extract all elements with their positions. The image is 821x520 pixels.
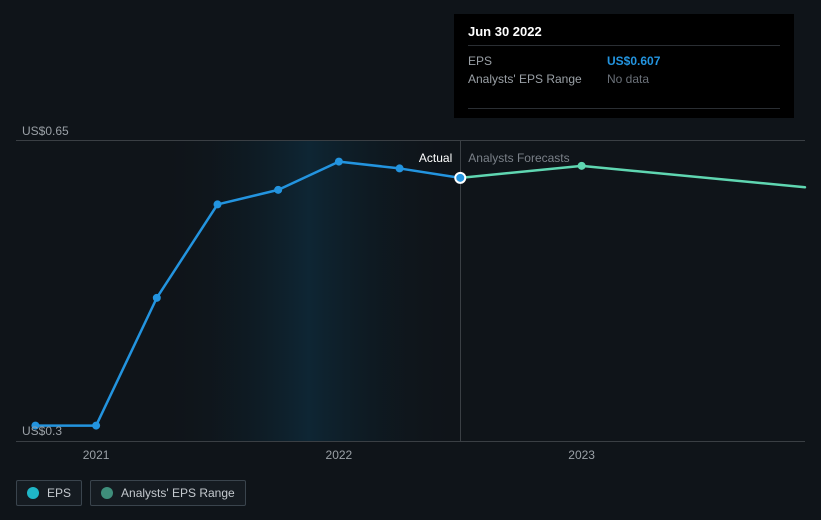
- y-axis-label-top: US$0.65: [22, 124, 69, 138]
- legend-item-eps[interactable]: EPS: [16, 480, 82, 506]
- tooltip-row-range: Analysts' EPS Range No data: [468, 70, 780, 88]
- tooltip-value: No data: [607, 72, 649, 86]
- tooltip-title: Jun 30 2022: [468, 24, 780, 46]
- x-axis-tick: 2021: [83, 448, 110, 462]
- tooltip-key: Analysts' EPS Range: [468, 72, 593, 86]
- eps-chart: US$0.65 Actual Analysts Forecasts US$0.3…: [0, 0, 821, 520]
- legend-label: EPS: [47, 486, 71, 500]
- y-axis-label-bottom: US$0.3: [22, 424, 62, 438]
- legend-label: Analysts' EPS Range: [121, 486, 235, 500]
- tooltip-row-eps: EPS US$0.607: [468, 52, 780, 70]
- tooltip-key: EPS: [468, 54, 593, 68]
- legend-swatch-icon: [101, 487, 113, 499]
- x-axis-tick: 2022: [326, 448, 353, 462]
- legend-swatch-icon: [27, 487, 39, 499]
- tooltip-value: US$0.607: [607, 54, 660, 68]
- plot-area: Actual Analysts Forecasts: [16, 140, 805, 442]
- chart-legend: EPS Analysts' EPS Range: [16, 480, 246, 506]
- chart-lines: [16, 141, 805, 441]
- chart-tooltip: Jun 30 2022 EPS US$0.607 Analysts' EPS R…: [454, 14, 794, 118]
- x-axis-tick: 2023: [568, 448, 595, 462]
- legend-item-eps-range[interactable]: Analysts' EPS Range: [90, 480, 246, 506]
